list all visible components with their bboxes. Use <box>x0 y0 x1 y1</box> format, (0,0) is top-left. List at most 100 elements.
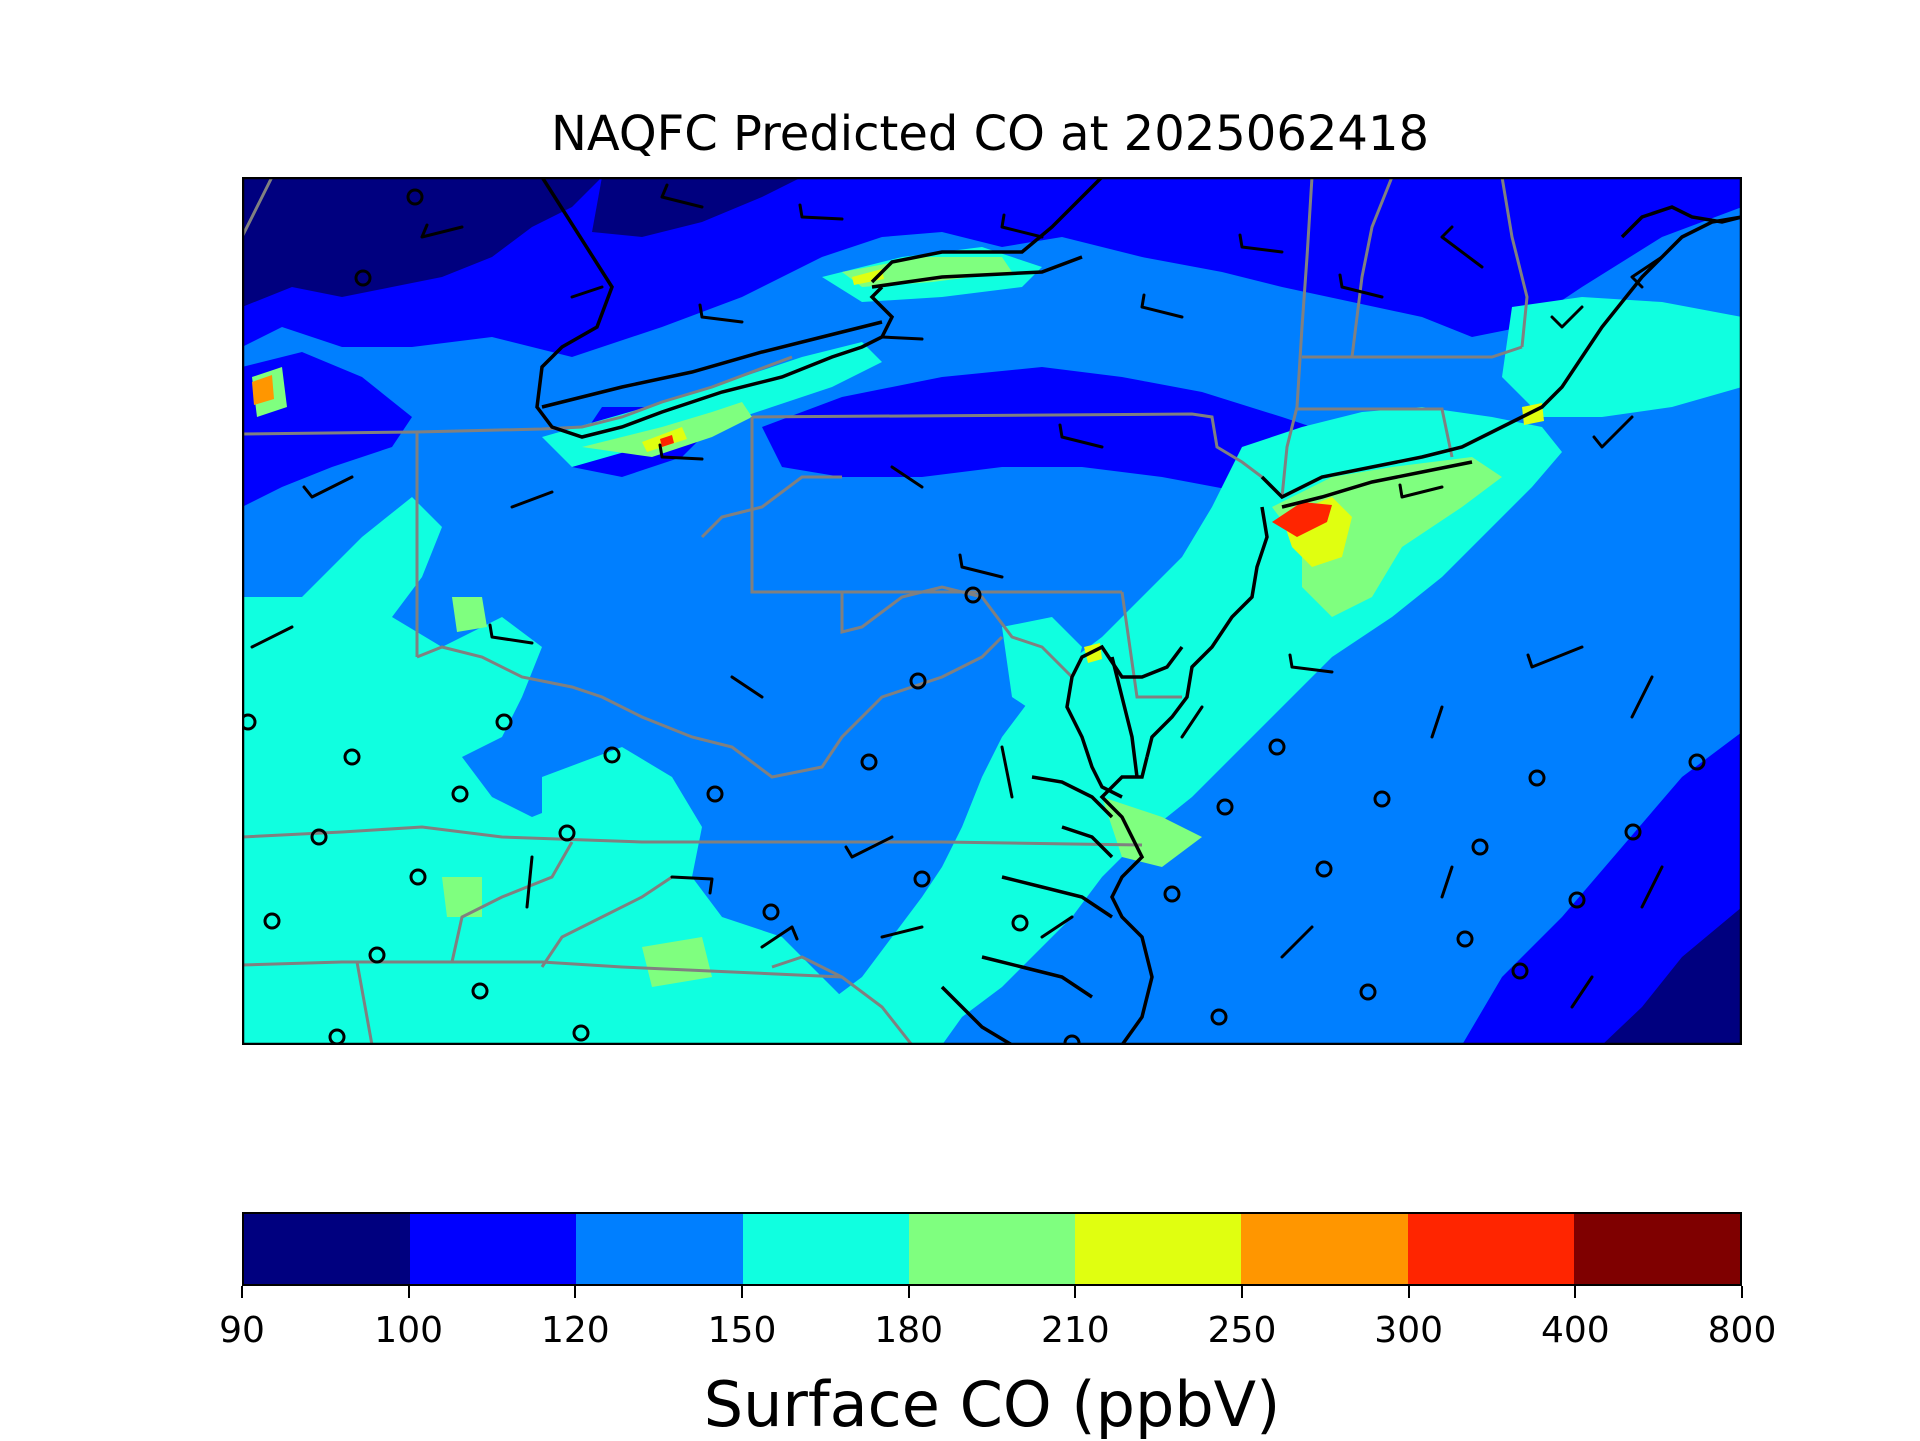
colorbar-tick <box>1407 1286 1410 1298</box>
calm-wind-circle <box>343 748 361 766</box>
colorbar-tick-label: 150 <box>707 1310 777 1351</box>
colorbar-tick <box>407 1286 410 1298</box>
wind-barb <box>1040 915 1074 939</box>
co-field-red-erie <box>660 435 674 447</box>
colorbar-tick-label: 400 <box>1540 1310 1610 1351</box>
wind-barb <box>525 855 534 909</box>
wind-barb <box>1630 255 1664 289</box>
wind-barb <box>958 553 1004 579</box>
coastlines <box>535 177 1742 1045</box>
calm-wind-circle <box>242 713 257 731</box>
colorbar-tick <box>741 1286 743 1298</box>
calm-wind-circle <box>310 828 328 846</box>
calm-wind-circle <box>406 188 424 206</box>
colorbar-tick-label: 120 <box>540 1310 610 1351</box>
wind-barb <box>660 183 704 209</box>
co-field-cyan-south <box>542 747 862 1045</box>
calm-wind-circle <box>558 824 576 842</box>
wind-barb <box>1180 705 1204 739</box>
calm-wind-circle <box>495 713 513 731</box>
wind-barb <box>1640 865 1664 909</box>
wind-barb <box>1440 865 1454 899</box>
co-field-green-lakeerie <box>582 402 752 457</box>
calm-wind-circle <box>860 753 878 771</box>
calm-wind-circle <box>1511 962 1529 980</box>
calm-wind-circle <box>1216 798 1234 816</box>
wind-barb <box>1430 705 1444 739</box>
co-field-green-s-patch <box>642 937 712 987</box>
co-field-blue-southeast <box>1462 732 1742 1045</box>
wind-barb <box>1000 745 1014 799</box>
calm-wind-circle <box>1624 823 1642 841</box>
co-field-cyan-md <box>1002 617 1082 717</box>
colorbar-label: Surface CO (ppbV) <box>703 1368 1281 1441</box>
wind-barbs <box>250 183 1664 1009</box>
calm-wind-circle <box>409 868 427 886</box>
calm-wind-circle <box>1315 860 1333 878</box>
co-field-green-sw-patch <box>442 877 482 917</box>
calm-wind-circle <box>913 870 931 888</box>
calm-wind-circle <box>1528 769 1546 787</box>
wind-barb <box>1288 653 1334 674</box>
wind-barb <box>510 490 554 509</box>
wind-barb <box>760 925 799 949</box>
colorbar-tick <box>1241 1286 1243 1298</box>
wind-barb <box>844 835 894 859</box>
map-panel <box>242 177 1742 1045</box>
wind-barb <box>302 475 354 499</box>
colorbar-segment <box>742 1214 909 1284</box>
wind-barb <box>670 875 714 895</box>
calm-wind-circle <box>1210 1008 1228 1026</box>
calm-wind-circle <box>1011 914 1029 932</box>
co-field-navy-northwest <box>242 177 602 307</box>
calm-wind-circle <box>1568 891 1586 909</box>
calm-wind-circle <box>1471 838 1489 856</box>
co-field-yellow-ontario <box>852 269 884 285</box>
colorbar-tick-label: 100 <box>374 1310 444 1351</box>
wind-barb <box>420 223 464 239</box>
wind-barb <box>1058 423 1104 449</box>
colorbar-tick-label: 180 <box>874 1310 944 1351</box>
colorbar-segment <box>1241 1214 1408 1284</box>
colorbar-tick <box>241 1286 243 1298</box>
colorbar-tick-label: 90 <box>219 1310 265 1351</box>
wind-barb <box>488 623 534 645</box>
colorbar-tick <box>574 1286 577 1298</box>
wind-barb <box>658 443 704 461</box>
co-field-green-ontario <box>842 257 1012 287</box>
calm-wind-circle <box>1373 790 1391 808</box>
calm-wind-circle <box>572 1024 590 1042</box>
co-concentration-map <box>242 177 1742 1045</box>
colorbar-segment <box>1407 1214 1574 1284</box>
colorbar-tick-label: 800 <box>1707 1310 1777 1351</box>
wind-barb <box>1550 305 1584 329</box>
wind-barb <box>880 335 924 341</box>
map-frame <box>242 177 1742 1045</box>
wind-barb <box>1440 225 1484 269</box>
co-field-orange-nw <box>252 375 274 405</box>
wind-barb <box>890 465 924 489</box>
wind-barb <box>1592 415 1634 449</box>
wind-barb <box>1630 675 1654 719</box>
colorbar-tick <box>1741 1286 1743 1298</box>
colorbar-segment <box>410 1214 577 1284</box>
calm-wind-circle <box>762 903 780 921</box>
wind-barb <box>798 203 844 221</box>
wind-barb <box>1238 233 1284 254</box>
calm-wind-circle <box>451 785 469 803</box>
wind-barb <box>1526 645 1584 669</box>
wind-barb <box>880 925 924 939</box>
colorbar-ticks: 90 100 120 150 180 210 250 300 400 800 <box>219 1286 1776 1351</box>
calm-wind-circle <box>964 586 982 604</box>
calm-wind-circle <box>368 946 386 964</box>
wind-barb <box>1398 483 1444 499</box>
colorbar-segment <box>1075 1214 1242 1284</box>
wind-barb <box>1570 975 1594 1009</box>
figure-title: NAQFC Predicted CO at 2025062418 <box>550 106 1430 162</box>
co-field-green-nyc-plume <box>1272 457 1502 617</box>
calm-wind-markers <box>242 188 1706 1045</box>
wind-barb <box>570 285 604 299</box>
colorbar-tick-label: 300 <box>1374 1310 1444 1351</box>
co-field-green-chesapeake <box>1102 797 1202 867</box>
